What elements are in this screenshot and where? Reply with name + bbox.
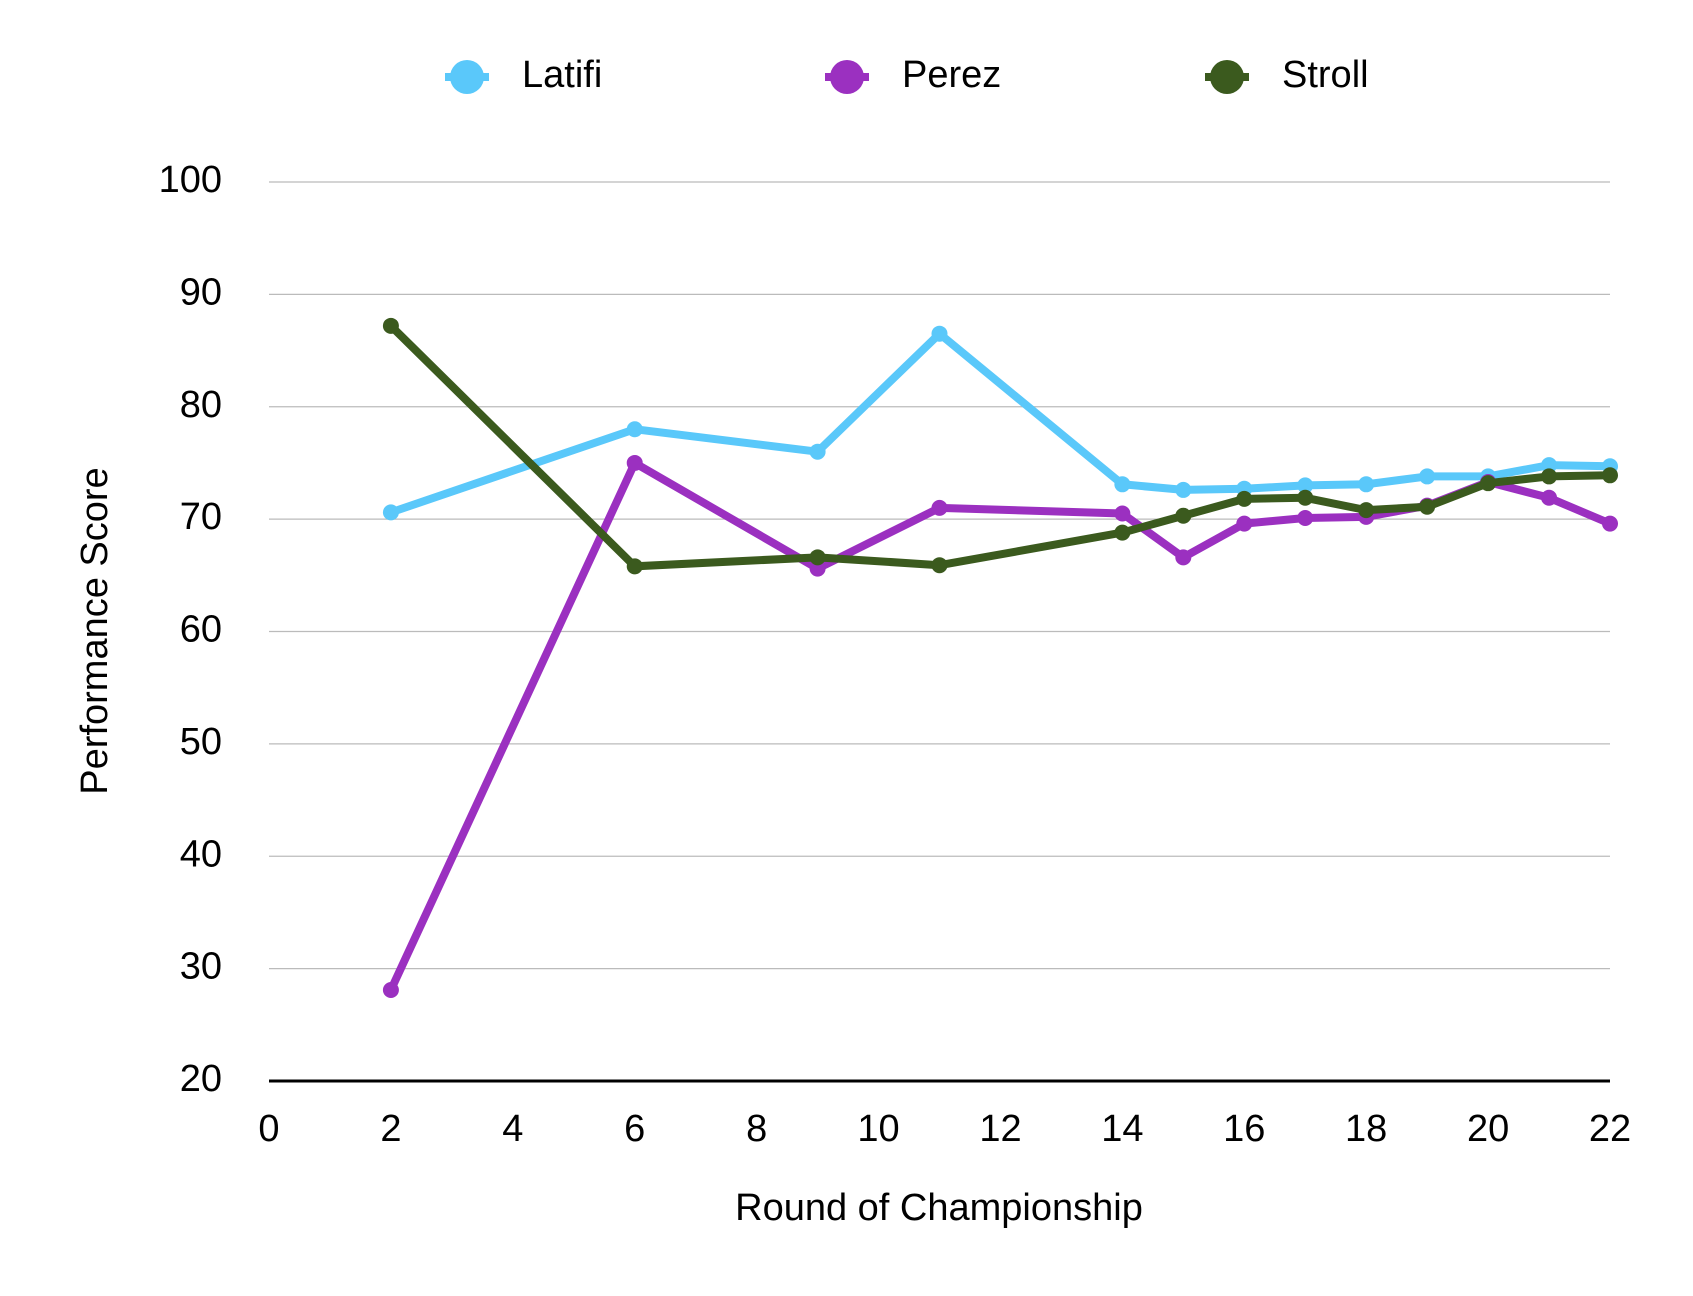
data-point <box>1297 510 1314 527</box>
data-point <box>1175 481 1192 498</box>
data-point <box>1541 489 1558 506</box>
x-tick-label: 18 <box>1345 1108 1387 1150</box>
data-point <box>1419 498 1436 515</box>
data-point <box>1541 468 1558 485</box>
data-point <box>931 557 948 574</box>
x-tick-label: 10 <box>857 1108 899 1150</box>
series-line <box>387 458 1612 992</box>
data-point <box>626 558 643 575</box>
y-tick-label: 60 <box>180 609 222 651</box>
data-point <box>931 325 948 342</box>
data-point <box>931 499 948 516</box>
y-tick-label: 90 <box>180 271 222 313</box>
data-point <box>1602 467 1618 484</box>
data-point <box>1114 524 1131 541</box>
y-tick-label: 70 <box>180 496 222 538</box>
data-point <box>1541 457 1558 474</box>
x-tick-label: 16 <box>1223 1108 1265 1150</box>
data-point <box>382 504 399 521</box>
x-tick-label: 2 <box>380 1108 401 1150</box>
y-tick-label: 40 <box>180 833 222 875</box>
y-tick-label: 50 <box>180 721 222 763</box>
legend-swatch <box>450 60 484 94</box>
series-line <box>389 329 1611 517</box>
x-tick-label: 4 <box>502 1108 523 1150</box>
y-tick-label: 20 <box>180 1058 222 1100</box>
data-point <box>1114 505 1131 522</box>
legend-label: Perez <box>902 54 1001 96</box>
data-point <box>1175 549 1192 566</box>
data-point <box>1480 475 1497 492</box>
data-point <box>1236 515 1253 532</box>
x-tick-label: 22 <box>1589 1108 1631 1150</box>
data-point <box>1358 476 1375 493</box>
legend-swatch <box>1210 60 1244 94</box>
y-tick-label: 80 <box>180 384 222 426</box>
data-point <box>1297 489 1314 506</box>
legend-swatch <box>830 60 864 94</box>
data-point <box>1602 515 1618 532</box>
x-axis-label: Round of Championship <box>735 1187 1143 1229</box>
x-tick-label: 6 <box>624 1108 645 1150</box>
x-tick-label: 14 <box>1101 1108 1143 1150</box>
data-point <box>1358 502 1375 519</box>
data-point <box>382 317 399 334</box>
legend-label: Stroll <box>1282 54 1369 96</box>
x-tick-label: 0 <box>258 1108 279 1150</box>
y-tick-label: 100 <box>159 159 222 201</box>
y-tick-label: 30 <box>180 946 222 988</box>
x-tick-label: 20 <box>1467 1108 1509 1150</box>
data-point <box>1236 490 1253 507</box>
data-point <box>1175 507 1192 524</box>
y-axis-label: Performance Score <box>74 467 116 794</box>
data-point <box>1297 477 1314 494</box>
data-point <box>626 454 643 471</box>
x-tick-label: 12 <box>979 1108 1021 1150</box>
data-point <box>809 560 826 577</box>
x-tick-label: 8 <box>746 1108 767 1150</box>
data-point <box>1114 476 1131 493</box>
data-point <box>626 421 643 438</box>
data-point <box>809 549 826 566</box>
data-point <box>809 443 826 460</box>
data-point <box>1419 468 1436 485</box>
legend-label: Latifi <box>522 54 602 96</box>
data-point <box>382 981 399 998</box>
